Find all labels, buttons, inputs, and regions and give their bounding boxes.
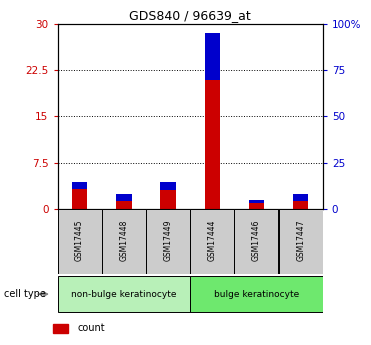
Text: cell type: cell type (4, 289, 46, 299)
Text: GSM17448: GSM17448 (119, 219, 128, 261)
Bar (58, 209, 102, 274)
Bar (72, 189, 87, 209)
Bar (53, 324, 68, 333)
Text: count: count (77, 323, 105, 333)
Text: GSM17449: GSM17449 (164, 219, 173, 261)
Bar (293, 201, 308, 209)
Text: non-bulge keratinocyte: non-bulge keratinocyte (71, 289, 177, 299)
Bar (72, 182, 87, 189)
Bar (116, 194, 132, 201)
Text: GSM17444: GSM17444 (208, 219, 217, 261)
Text: bulge keratinocyte: bulge keratinocyte (214, 289, 299, 299)
Text: GSM17447: GSM17447 (296, 219, 305, 261)
Bar (190, 209, 234, 274)
Bar (279, 209, 323, 274)
Bar (160, 182, 176, 190)
Bar (249, 203, 264, 209)
Bar (58, 276, 190, 312)
Title: GDS840 / 96639_at: GDS840 / 96639_at (129, 9, 251, 22)
Bar (234, 209, 279, 274)
Text: GSM17445: GSM17445 (75, 219, 84, 261)
Bar (249, 200, 264, 203)
Bar (146, 209, 190, 274)
Text: GSM17446: GSM17446 (252, 219, 261, 261)
Bar (293, 194, 308, 201)
Bar (190, 276, 323, 312)
Bar (204, 33, 220, 79)
Bar (116, 201, 132, 209)
Bar (160, 190, 176, 209)
Bar (102, 209, 146, 274)
Bar (204, 79, 220, 209)
